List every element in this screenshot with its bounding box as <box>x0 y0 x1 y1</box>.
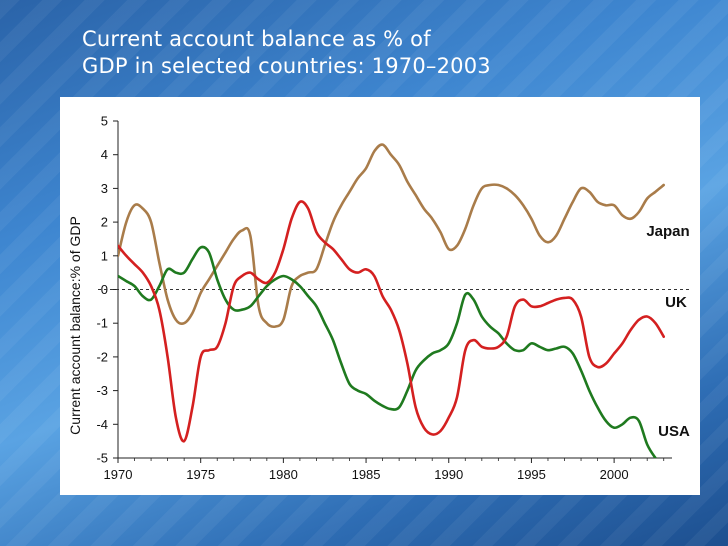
x-tick-label: 1980 <box>269 467 298 482</box>
slide-title-line-2: GDP in selected countries: 1970–2003 <box>82 54 491 78</box>
y-tick-label: 3 <box>101 181 108 196</box>
series-line-uk <box>118 200 665 443</box>
series-labels: Japan UK USA <box>646 223 690 440</box>
y-tick-label: 4 <box>101 147 108 162</box>
y-tick-label: 5 <box>101 114 108 129</box>
series-line-japan <box>118 143 665 329</box>
y-tick-label: 2 <box>101 215 108 230</box>
x-tick-label: 1995 <box>517 467 546 482</box>
y-tick-label: -1 <box>96 316 108 331</box>
y-tick-label: -2 <box>96 349 108 364</box>
series-line-usa <box>118 245 658 458</box>
y-tick-label: -3 <box>96 383 108 398</box>
y-tick-label: -5 <box>96 451 108 466</box>
series-label-japan: Japan <box>646 223 689 240</box>
chart-panel: 5 4 3 2 1 0 -1 -2 -3 -4 -5 1970 1975 1980 1985 1990 1995… <box>60 97 700 495</box>
x-tick-label: 1990 <box>434 467 463 482</box>
plot-area <box>118 143 665 458</box>
x-tick-label: 1975 <box>186 467 215 482</box>
x-tick-label: 1970 <box>104 467 133 482</box>
y-axis-label: Current account balance:% of GDP <box>67 216 83 435</box>
slide-title-line-1: Current account balance as % of <box>82 27 431 51</box>
y-tick-label: 1 <box>101 248 108 263</box>
x-tick-label: 2000 <box>600 467 629 482</box>
series-label-uk: UK <box>665 294 687 311</box>
series-label-usa: USA <box>658 423 690 440</box>
slide-title: Current account balance as % of GDP in s… <box>82 26 682 80</box>
y-tick-label: -4 <box>96 417 108 432</box>
x-tick-label: 1985 <box>352 467 381 482</box>
